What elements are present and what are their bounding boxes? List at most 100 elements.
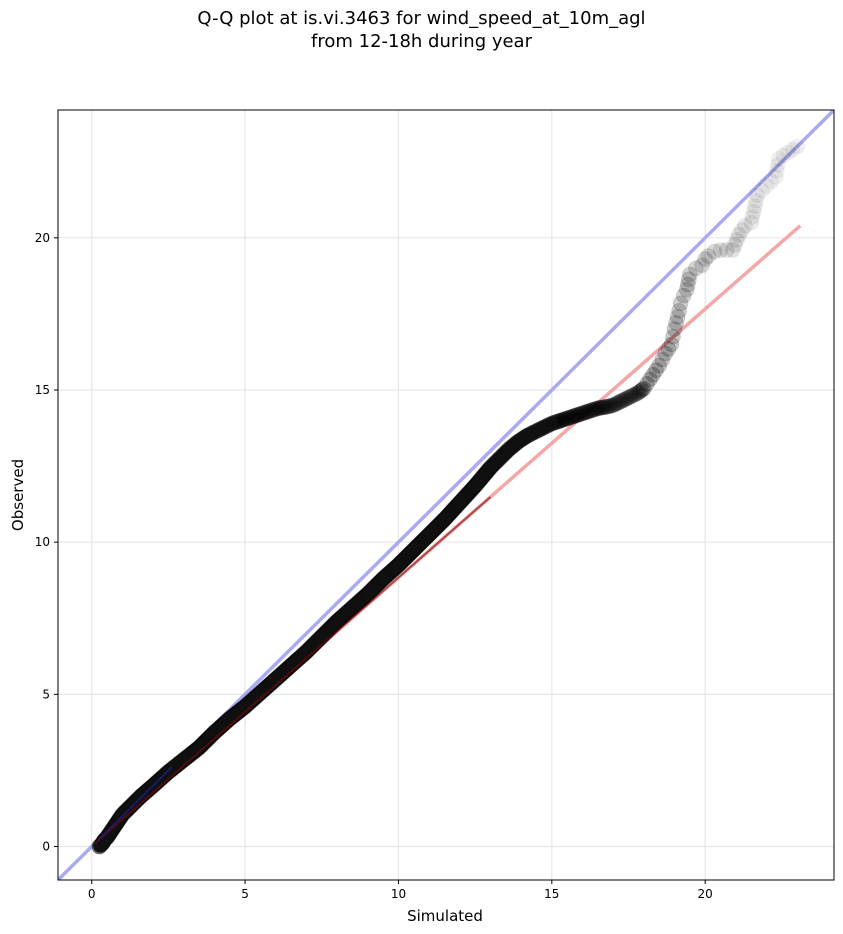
data-layer	[58, 110, 834, 880]
quantile-point	[599, 398, 615, 415]
quantile-point	[632, 382, 649, 399]
y-axis-label: Observed	[9, 459, 27, 531]
quantile-point	[645, 366, 661, 383]
quantile-density-core	[539, 417, 558, 433]
y-tick-label: 0	[42, 840, 50, 854]
quantile-point	[613, 393, 630, 410]
quantile-point	[654, 351, 671, 368]
quantile-point	[771, 151, 787, 167]
y-tick-label: 15	[35, 383, 50, 397]
quantile-point	[746, 198, 763, 215]
quantile-point	[651, 357, 668, 374]
x-tick-label: 20	[698, 887, 713, 901]
quantile-point	[607, 396, 624, 413]
quantile-point	[712, 242, 729, 258]
x-tick-label: 5	[241, 887, 249, 901]
quantile-point	[694, 257, 711, 274]
quantile-point	[663, 336, 680, 353]
quantile-point	[639, 376, 655, 392]
quantile-point	[567, 407, 584, 424]
quantile-point	[759, 178, 775, 194]
quantile-point	[571, 406, 588, 423]
quantile-point	[769, 163, 785, 179]
quantile-point	[665, 328, 681, 345]
quantile-point	[611, 394, 628, 411]
quantile-point	[697, 251, 714, 268]
x-axis-label: Simulated	[407, 907, 483, 925]
quantile-point	[580, 403, 597, 420]
quantile-point	[731, 226, 747, 243]
quantile-point	[724, 242, 741, 258]
x-tick-label: 15	[544, 887, 559, 901]
quantile-point	[609, 395, 626, 412]
quantile-point	[627, 386, 644, 402]
quantile-point	[770, 157, 786, 173]
quantile-point	[556, 411, 573, 428]
quantile-point	[625, 387, 642, 403]
quantile-point	[744, 209, 761, 226]
quantile-point	[718, 242, 735, 258]
quantile-point	[589, 400, 606, 417]
quantile-point	[573, 405, 590, 422]
quantile-point	[617, 391, 634, 408]
y-tick-label: 20	[35, 231, 50, 245]
quantile-point	[726, 237, 743, 253]
quantile-point	[734, 222, 750, 239]
quantile-point	[728, 231, 745, 248]
quantile-point	[582, 402, 599, 419]
x-tick-label: 0	[88, 887, 96, 901]
quantile-point	[593, 399, 610, 416]
quantile-point	[642, 371, 658, 388]
quantile-point	[737, 217, 753, 234]
quantile-point	[631, 384, 648, 400]
quantile-point	[615, 392, 632, 409]
quantile-point	[566, 408, 582, 425]
quantile-point	[785, 142, 801, 158]
fit-line-overlay	[94, 496, 492, 845]
quantile-point	[591, 400, 608, 416]
quantile-point	[768, 169, 784, 185]
quantile-point	[605, 397, 622, 414]
quantile-point	[660, 341, 677, 357]
quantile-point	[577, 404, 593, 421]
plot-frame	[57, 109, 835, 881]
quantile-point	[586, 401, 603, 418]
quantile-point	[688, 260, 704, 277]
quantile-point	[558, 410, 575, 427]
quantile-point	[669, 309, 686, 325]
quantile-point	[748, 192, 764, 209]
quantile-point	[634, 381, 651, 398]
quantile-point	[597, 399, 614, 415]
quantile-point	[595, 399, 612, 416]
quantile-point	[601, 398, 617, 415]
quantile-point	[619, 390, 636, 407]
quantile-point	[635, 380, 652, 397]
quantile-point	[754, 183, 770, 199]
quantile-point	[668, 315, 684, 331]
quantile-point	[679, 276, 696, 293]
quantile-point	[621, 389, 638, 406]
x-tick-label: 10	[391, 887, 406, 901]
quantile-point	[672, 295, 689, 312]
quantile-point	[743, 214, 760, 231]
quantile-point	[775, 148, 791, 164]
y-tick-label: 5	[42, 687, 50, 701]
quantile-point	[564, 408, 580, 425]
quantile-point	[603, 397, 620, 414]
quantile-point	[678, 281, 695, 298]
quantile-point	[706, 243, 723, 260]
quantile-point	[680, 271, 697, 288]
quantile-point	[629, 385, 646, 401]
quantile-point	[648, 362, 665, 379]
quantile-point	[780, 145, 796, 161]
quantile-point	[569, 407, 586, 423]
quantile-point	[578, 404, 595, 420]
quantile-point	[584, 402, 601, 418]
axis-ticks: 0 5 10 15 20 0 5 10 15 20	[35, 231, 713, 901]
quantile-point	[749, 187, 765, 203]
quantile-point	[745, 203, 762, 220]
reference-line-overlay	[97, 766, 173, 842]
quantile-point	[681, 266, 698, 283]
chart-title-line-1: Q-Q plot at is.vi.3463 for wind_speed_at…	[197, 8, 646, 29]
